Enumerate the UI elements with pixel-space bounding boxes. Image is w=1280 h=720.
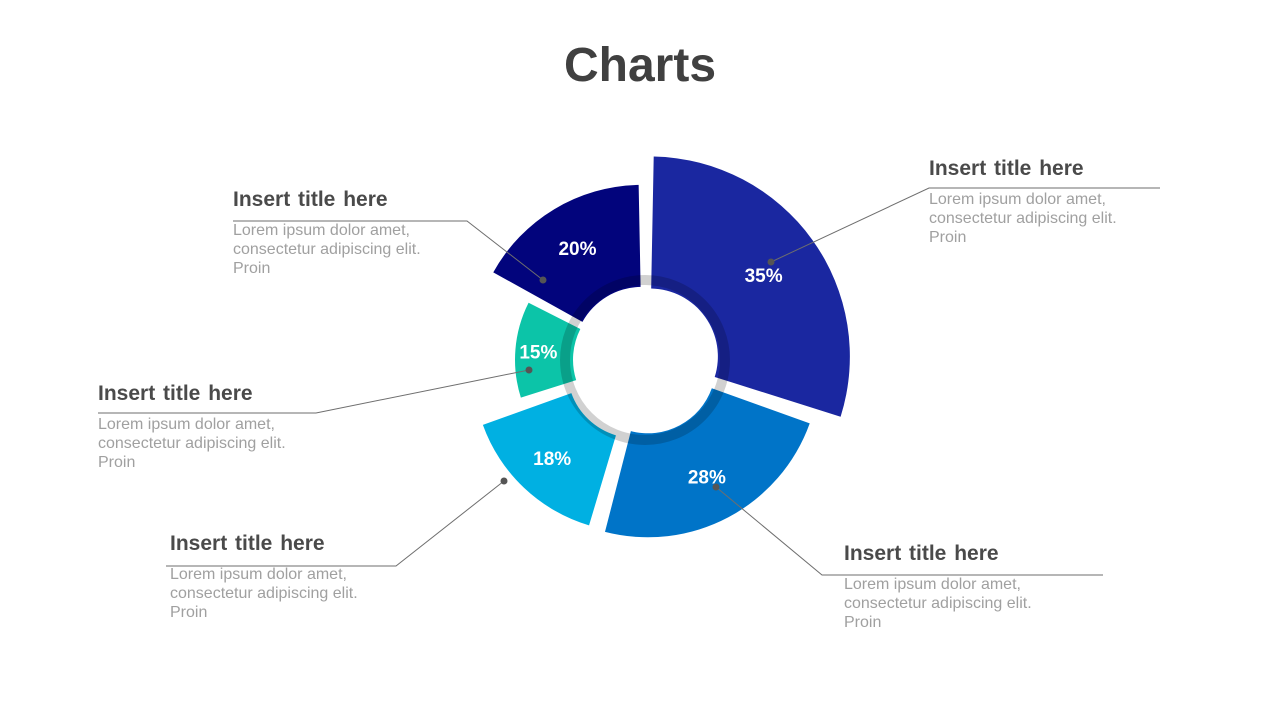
callout-title: Insert title here [844, 542, 999, 565]
slice-label: 20% [558, 239, 596, 260]
slice-labels: 35% 28% 18% 15% 20% [519, 239, 782, 489]
callout-body: Lorem ipsum dolor amet, consectetur adip… [170, 566, 358, 621]
callout-body: Lorem ipsum dolor amet, consectetur adip… [233, 222, 421, 277]
callout-top-right: Insert title here Lorem ipsum dolor amet… [929, 156, 1189, 247]
leader-dot [500, 477, 508, 485]
leader-line [770, 187, 1160, 263]
leader-dot [767, 258, 775, 266]
callout-body: Lorem ipsum dolor amet, consectetur adip… [844, 576, 1032, 631]
slice-28 [604, 388, 810, 538]
leader-lines [98, 187, 1160, 576]
leader-line [166, 480, 505, 567]
callout-bottom-right: Insert title here Lorem ipsum dolor amet… [844, 541, 1104, 632]
slice-35 [651, 156, 850, 417]
callout-title: Insert title here [170, 532, 325, 555]
callout-body: Lorem ipsum dolor amet, consectetur adip… [929, 191, 1117, 246]
slice-label: 35% [745, 266, 783, 287]
callout-title: Insert title here [233, 188, 388, 211]
slice-label: 15% [519, 342, 557, 363]
donut-hole [577, 292, 713, 428]
page-title: Charts [563, 39, 717, 92]
slice-18 [482, 393, 616, 526]
leader-line [715, 486, 1103, 576]
slice-20 [493, 184, 641, 322]
slice-15 [515, 302, 581, 398]
inner-shadow-ring [560, 275, 730, 445]
leader-line [98, 369, 530, 414]
leader-line [233, 220, 544, 281]
callout-title: Insert title here [98, 382, 253, 405]
leader-dot [525, 366, 533, 374]
slice-label: 28% [688, 468, 726, 489]
callout-body: Lorem ipsum dolor amet, consectetur adip… [98, 416, 286, 471]
callout-bottom-left: Insert title here Lorem ipsum dolor amet… [170, 531, 430, 622]
leader-dot [712, 483, 720, 491]
callout-middle-left: Insert title here Lorem ipsum dolor amet… [98, 381, 358, 472]
callout-title: Insert title here [929, 157, 1084, 180]
slices-layer [482, 156, 850, 538]
slice-label: 18% [533, 449, 571, 470]
callout-top-left: Insert title here Lorem ipsum dolor amet… [233, 187, 493, 278]
leader-dot [539, 276, 547, 284]
